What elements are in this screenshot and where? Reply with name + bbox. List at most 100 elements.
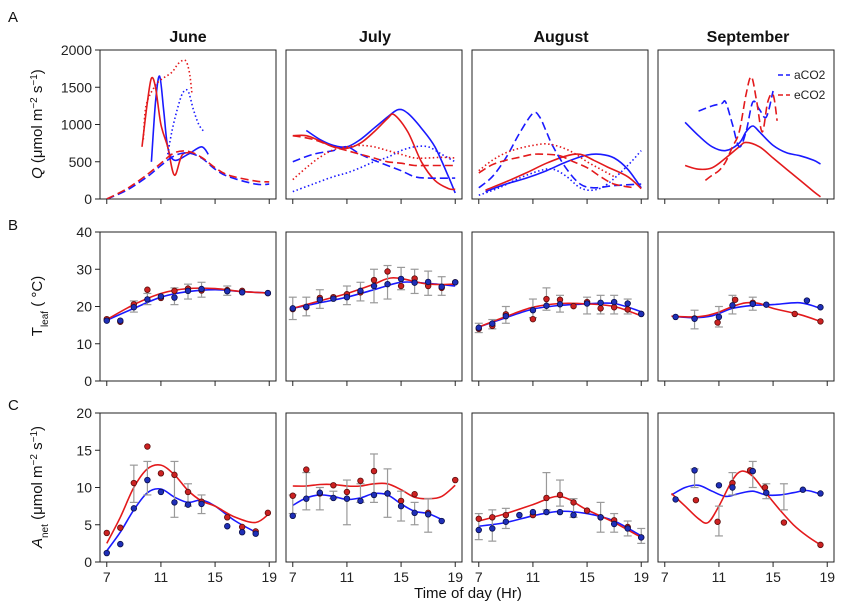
series-a-june-eco2-dashed-3 bbox=[106, 150, 270, 199]
point-c-july-aco2-7 bbox=[384, 490, 391, 497]
point-c-july-aco2-5 bbox=[357, 497, 364, 505]
series-a-august-aco2-solid-0 bbox=[485, 153, 642, 193]
panel-c-august bbox=[471, 412, 649, 563]
plot-area-b-july bbox=[288, 264, 459, 321]
xtick-label-june-3: 19 bbox=[261, 569, 277, 585]
point-c-july-eco2-6 bbox=[370, 467, 378, 475]
point-b-august-aco2-4 bbox=[543, 302, 550, 309]
ytick-label-c-4: 20 bbox=[76, 405, 92, 421]
xtick-label-june-1: 11 bbox=[154, 569, 169, 585]
point-b-july-aco2-0 bbox=[289, 305, 296, 312]
point-b-august-aco2-3 bbox=[529, 307, 537, 314]
ytick-label-b-4: 40 bbox=[76, 224, 92, 240]
point-c-june-aco2-3 bbox=[144, 476, 151, 484]
series-b-september-eco2-solid-1 bbox=[671, 301, 821, 323]
xtick-label-september-3: 19 bbox=[819, 569, 835, 585]
xtick-label-september-1: 11 bbox=[712, 569, 727, 585]
point-c-august-aco2-10 bbox=[624, 525, 631, 532]
series-a-august-eco2-solid-1 bbox=[485, 153, 642, 191]
point-c-september-aco2-2 bbox=[715, 482, 723, 489]
point-b-september-aco2-0 bbox=[672, 313, 679, 321]
point-c-june-eco2-8 bbox=[224, 514, 231, 521]
point-c-june-aco2-8 bbox=[224, 523, 231, 530]
point-b-july-aco2-3 bbox=[330, 295, 337, 302]
point-b-july-aco2-11 bbox=[438, 283, 445, 290]
month-title-august: August bbox=[533, 29, 589, 46]
series-a-july-aco2-solid-0 bbox=[305, 108, 456, 194]
point-c-july-eco2-8 bbox=[397, 497, 405, 505]
point-c-june-eco2-6 bbox=[184, 488, 192, 496]
point-c-august-aco2-2 bbox=[502, 518, 510, 525]
point-c-september-eco2-0 bbox=[692, 496, 700, 504]
point-c-september-aco2-4 bbox=[749, 467, 756, 475]
ylabel-q: Q(μmol m−2 s−1) bbox=[29, 69, 47, 179]
point-c-august-aco2-1 bbox=[489, 525, 496, 532]
panel-b-july bbox=[285, 231, 463, 382]
point-c-june-eco2-5 bbox=[171, 471, 178, 479]
plot-area-a-september bbox=[684, 75, 821, 198]
series-a-july-eco2-dotted-5 bbox=[292, 144, 456, 181]
point-c-july-aco2-4 bbox=[343, 495, 351, 502]
point-c-september-aco2-3 bbox=[729, 484, 736, 491]
point-b-august-aco2-8 bbox=[610, 298, 618, 306]
plot-area-a-june bbox=[106, 59, 270, 199]
point-b-july-aco2-9 bbox=[411, 279, 418, 286]
point-b-june-eco2-3 bbox=[144, 286, 151, 293]
point-b-august-aco2-9 bbox=[624, 300, 631, 307]
xtick-label-june-0: 7 bbox=[103, 569, 111, 585]
point-b-july-aco2-2 bbox=[316, 296, 324, 303]
point-c-august-eco2-5 bbox=[556, 491, 564, 499]
point-c-august-aco2-3 bbox=[516, 511, 523, 519]
plot-area-b-september bbox=[671, 294, 824, 330]
ytick-label-a-2: 1000 bbox=[61, 117, 92, 133]
point-c-september-aco2-1 bbox=[691, 467, 698, 474]
xtick-label-september-0: 7 bbox=[661, 569, 669, 585]
panel-b-june bbox=[99, 231, 277, 382]
errorbar-c-september-3 bbox=[748, 460, 757, 489]
point-b-july-aco2-10 bbox=[424, 278, 432, 286]
point-b-august-aco2-2 bbox=[502, 312, 510, 320]
legend-label-eco2: eCO2 bbox=[794, 88, 826, 102]
point-b-august-eco2-3 bbox=[529, 315, 537, 323]
month-title-september: September bbox=[707, 29, 790, 46]
plot-area-a-august bbox=[478, 111, 642, 197]
point-b-june-aco2-9 bbox=[238, 289, 246, 296]
row-letter-c: C bbox=[8, 397, 19, 414]
point-c-june-aco2-10 bbox=[252, 530, 259, 537]
ytick-label-c-1: 5 bbox=[84, 517, 92, 533]
point-b-august-eco2-10 bbox=[624, 306, 631, 313]
xtick-label-august-3: 19 bbox=[633, 569, 649, 585]
point-b-september-aco2-7 bbox=[817, 304, 824, 311]
ylabel-anet: Anet (μmol m−2 s−1) bbox=[29, 426, 51, 549]
errorbar-c-july-1 bbox=[302, 472, 311, 511]
point-c-august-eco2-2 bbox=[502, 511, 510, 519]
xtick-label-june-2: 15 bbox=[207, 569, 223, 585]
point-c-july-eco2-3 bbox=[330, 482, 337, 489]
month-title-july: July bbox=[359, 29, 391, 46]
point-c-july-eco2-1 bbox=[303, 466, 310, 473]
point-c-july-eco2-0 bbox=[289, 492, 296, 499]
series-a-september-eco2-solid-1 bbox=[684, 141, 821, 198]
series-a-august-aco2-dashed-2 bbox=[478, 111, 642, 189]
point-c-june-eco2-3 bbox=[144, 443, 151, 450]
panel-a-september bbox=[657, 49, 835, 200]
point-c-july-eco2-11 bbox=[452, 476, 459, 484]
point-c-september-aco2-7 bbox=[817, 490, 824, 497]
point-c-september-eco2-5 bbox=[780, 519, 788, 526]
xtick-label-august-2: 15 bbox=[579, 569, 595, 585]
point-c-june-eco2-4 bbox=[157, 470, 165, 477]
series-a-july-aco2-dashed-2 bbox=[292, 145, 456, 180]
point-c-august-aco2-11 bbox=[638, 534, 645, 541]
point-b-september-aco2-6 bbox=[803, 297, 811, 304]
ylabel-tleaf: Tleaf ( °C) bbox=[29, 276, 51, 336]
point-b-july-aco2-7 bbox=[384, 280, 391, 288]
point-b-june-aco2-10 bbox=[264, 289, 272, 297]
point-c-august-aco2-8 bbox=[597, 514, 604, 521]
point-c-august-aco2-4 bbox=[529, 508, 537, 516]
series-c-july-aco2-solid-0 bbox=[292, 492, 443, 521]
point-c-june-aco2-4 bbox=[157, 488, 165, 496]
point-c-june-aco2-2 bbox=[130, 505, 138, 512]
point-c-july-aco2-2 bbox=[316, 489, 324, 496]
point-b-july-aco2-5 bbox=[357, 287, 364, 295]
point-c-september-aco2-5 bbox=[763, 489, 770, 496]
